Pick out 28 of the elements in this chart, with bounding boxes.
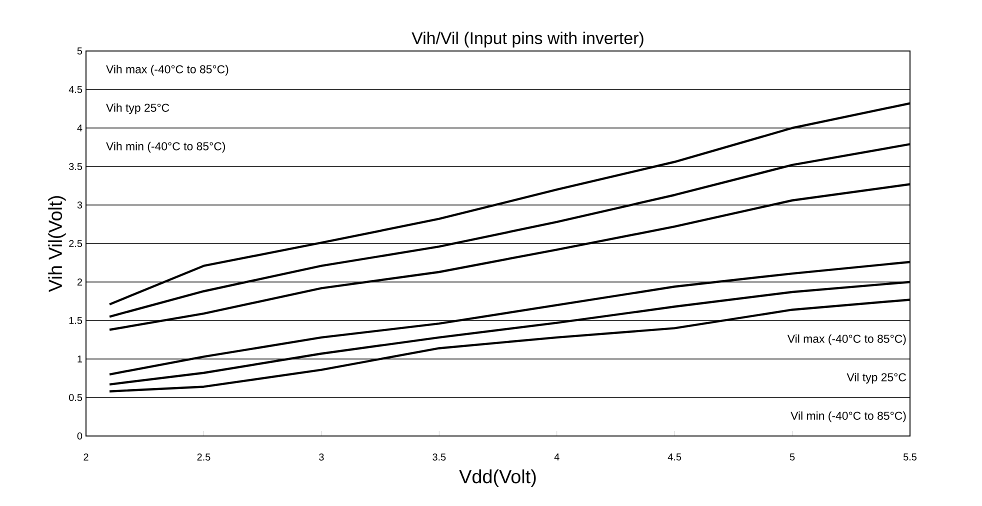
y-tick-label: 0 (77, 432, 82, 440)
annotation: Vih min (-40°C to 85°C) (106, 142, 226, 153)
y-tick-label: 1 (78, 356, 82, 362)
x-tick-label: 5 (790, 454, 795, 460)
y-tick-label: 3.5 (69, 162, 82, 170)
chart-title: Vih/Vil (Input pins with inverter) (412, 32, 644, 48)
x-tick-label: 4.5 (668, 454, 682, 460)
x-tick-label: 4 (554, 454, 560, 460)
annotation: Vih typ 25°C (106, 103, 170, 114)
x-tick-label: 2.5 (197, 454, 210, 461)
y-axis-title: Vih Vil(Volt) (48, 196, 66, 292)
x-tick-label: 5.5 (903, 454, 917, 460)
x-tick-label: 2 (84, 454, 88, 460)
annotation: Vil min (-40°C to 85°C) (790, 411, 906, 422)
y-tick-label: 3 (77, 201, 82, 209)
y-tick-label: 2.5 (69, 240, 82, 248)
y-tick-label: 4 (77, 124, 82, 132)
x-tick-label: 3 (319, 454, 324, 461)
y-tick-label: 4.5 (68, 86, 82, 93)
y-tick-label: 5 (77, 48, 82, 54)
annotation: Vih max (-40°C to 85°C) (106, 64, 228, 76)
y-tick-label: 2 (77, 278, 82, 286)
x-tick-label: 3.5 (432, 454, 446, 461)
y-tick-label: 1.5 (69, 317, 82, 324)
annotation: Vil typ 25°C (846, 372, 906, 384)
x-axis-title: Vdd(Volt) (459, 469, 536, 488)
y-tick-label: 0.5 (69, 394, 82, 402)
annotation: Vil max (-40°C to 85°C) (787, 334, 906, 346)
